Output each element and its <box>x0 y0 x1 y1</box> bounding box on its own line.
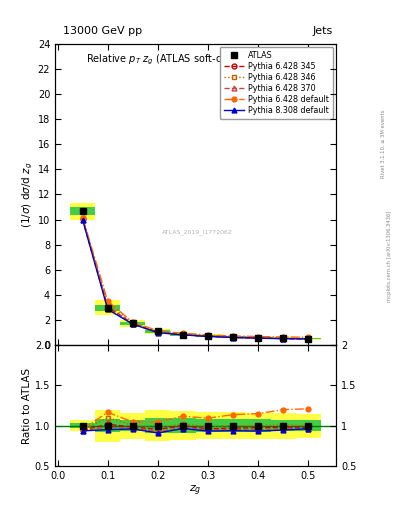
X-axis label: $z_g$: $z_g$ <box>189 483 202 498</box>
Text: mcplots.cern.ch [arXiv:1306.3436]: mcplots.cern.ch [arXiv:1306.3436] <box>387 210 391 302</box>
Text: Jets: Jets <box>313 26 333 36</box>
Y-axis label: $(1/\sigma)$ d$\sigma$/d $z_g$: $(1/\sigma)$ d$\sigma$/d $z_g$ <box>20 161 35 227</box>
Y-axis label: Ratio to ATLAS: Ratio to ATLAS <box>22 368 32 443</box>
Text: ATLAS_2019_I1772062: ATLAS_2019_I1772062 <box>162 229 233 236</box>
Text: Rivet 3.1.10, ≥ 3M events: Rivet 3.1.10, ≥ 3M events <box>381 109 386 178</box>
Legend: ATLAS, Pythia 6.428 345, Pythia 6.428 346, Pythia 6.428 370, Pythia 6.428 defaul: ATLAS, Pythia 6.428 345, Pythia 6.428 34… <box>220 47 333 119</box>
Text: 13000 GeV pp: 13000 GeV pp <box>63 26 142 36</box>
Text: Relative $p_{T}$ $z_{g}$ (ATLAS soft-drop observables): Relative $p_{T}$ $z_{g}$ (ATLAS soft-dro… <box>86 53 305 67</box>
